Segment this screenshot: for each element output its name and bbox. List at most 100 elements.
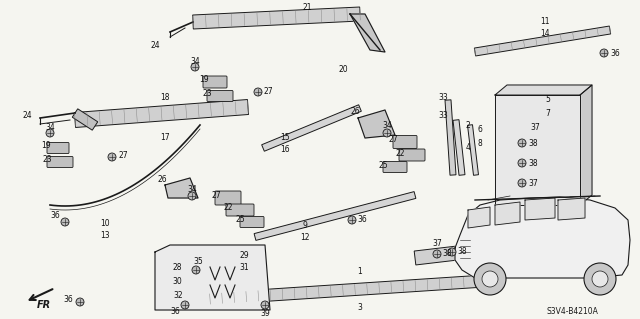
- Text: 38: 38: [442, 249, 452, 258]
- Text: 28: 28: [172, 263, 182, 272]
- Polygon shape: [495, 85, 592, 95]
- Text: 22: 22: [396, 149, 404, 158]
- Text: 14: 14: [540, 28, 550, 38]
- Text: 3: 3: [358, 303, 362, 313]
- Text: 29: 29: [239, 250, 249, 259]
- Text: 17: 17: [160, 133, 170, 143]
- Text: FR: FR: [37, 300, 51, 310]
- FancyBboxPatch shape: [399, 149, 425, 161]
- Polygon shape: [525, 198, 555, 220]
- Text: 13: 13: [100, 232, 110, 241]
- Circle shape: [348, 216, 356, 224]
- Polygon shape: [455, 197, 630, 278]
- Circle shape: [76, 298, 84, 306]
- Polygon shape: [210, 274, 500, 305]
- Text: 5: 5: [545, 95, 550, 105]
- Circle shape: [108, 153, 116, 161]
- Text: 12: 12: [300, 233, 310, 241]
- Text: 33: 33: [438, 93, 448, 102]
- Polygon shape: [495, 202, 520, 225]
- FancyBboxPatch shape: [240, 217, 264, 227]
- Text: 27: 27: [263, 87, 273, 97]
- Circle shape: [46, 129, 54, 137]
- Circle shape: [181, 301, 189, 309]
- Circle shape: [192, 266, 200, 274]
- Text: 24: 24: [150, 41, 160, 50]
- Polygon shape: [558, 198, 585, 220]
- Polygon shape: [350, 14, 385, 52]
- Text: 8: 8: [477, 138, 483, 147]
- Text: 38: 38: [457, 248, 467, 256]
- Text: 18: 18: [160, 93, 170, 101]
- Circle shape: [188, 192, 196, 200]
- Polygon shape: [414, 241, 501, 265]
- Text: 36: 36: [63, 295, 73, 305]
- Circle shape: [433, 250, 441, 258]
- FancyBboxPatch shape: [203, 76, 227, 88]
- Text: 19: 19: [41, 142, 51, 151]
- Text: 15: 15: [280, 133, 290, 143]
- Text: 30: 30: [172, 278, 182, 286]
- Text: 27: 27: [388, 135, 398, 144]
- Text: 37: 37: [432, 239, 442, 248]
- Text: 32: 32: [173, 292, 183, 300]
- Text: S3V4-B4210A: S3V4-B4210A: [546, 308, 598, 316]
- Text: 23: 23: [202, 90, 212, 99]
- Circle shape: [474, 263, 506, 295]
- FancyBboxPatch shape: [383, 161, 407, 173]
- Circle shape: [482, 271, 498, 287]
- Text: 7: 7: [545, 108, 550, 117]
- Text: 6: 6: [477, 125, 483, 135]
- Polygon shape: [165, 178, 198, 198]
- Circle shape: [448, 248, 456, 256]
- Circle shape: [518, 159, 526, 167]
- FancyBboxPatch shape: [393, 136, 417, 149]
- Polygon shape: [254, 192, 416, 241]
- Text: 4: 4: [465, 144, 470, 152]
- Text: 16: 16: [280, 145, 290, 154]
- Polygon shape: [262, 105, 362, 151]
- Circle shape: [261, 301, 269, 309]
- Circle shape: [191, 63, 199, 71]
- Text: 26: 26: [350, 108, 360, 116]
- Polygon shape: [155, 245, 270, 310]
- Text: 36: 36: [50, 211, 60, 219]
- Text: 37: 37: [528, 179, 538, 188]
- Text: 24: 24: [22, 112, 32, 121]
- Circle shape: [600, 49, 608, 57]
- Text: 36: 36: [170, 308, 180, 316]
- Text: 35: 35: [193, 257, 203, 266]
- Polygon shape: [467, 125, 479, 175]
- FancyBboxPatch shape: [207, 91, 233, 101]
- Polygon shape: [445, 100, 456, 175]
- Text: 38: 38: [528, 159, 538, 167]
- Text: 9: 9: [303, 220, 307, 229]
- Polygon shape: [72, 109, 98, 130]
- Text: 27: 27: [118, 152, 128, 160]
- Circle shape: [518, 179, 526, 187]
- Polygon shape: [495, 95, 580, 205]
- Polygon shape: [358, 110, 395, 138]
- Text: 36: 36: [610, 48, 620, 57]
- Text: 39: 39: [260, 308, 270, 317]
- Circle shape: [584, 263, 616, 295]
- FancyBboxPatch shape: [47, 143, 69, 153]
- Circle shape: [383, 129, 391, 137]
- Text: 27: 27: [211, 190, 221, 199]
- Text: 26: 26: [157, 175, 167, 184]
- Text: 37: 37: [530, 123, 540, 132]
- FancyBboxPatch shape: [226, 204, 254, 216]
- Circle shape: [61, 218, 69, 226]
- Text: 2: 2: [466, 122, 470, 130]
- Text: 34: 34: [45, 122, 55, 131]
- Text: 23: 23: [42, 155, 52, 165]
- Polygon shape: [453, 120, 465, 175]
- Text: 19: 19: [199, 75, 209, 84]
- Text: 11: 11: [540, 17, 550, 26]
- Text: 1: 1: [358, 266, 362, 276]
- Text: 34: 34: [187, 186, 197, 195]
- Text: 21: 21: [302, 3, 312, 11]
- Text: 22: 22: [223, 203, 233, 211]
- FancyBboxPatch shape: [215, 191, 241, 205]
- Text: 36: 36: [357, 216, 367, 225]
